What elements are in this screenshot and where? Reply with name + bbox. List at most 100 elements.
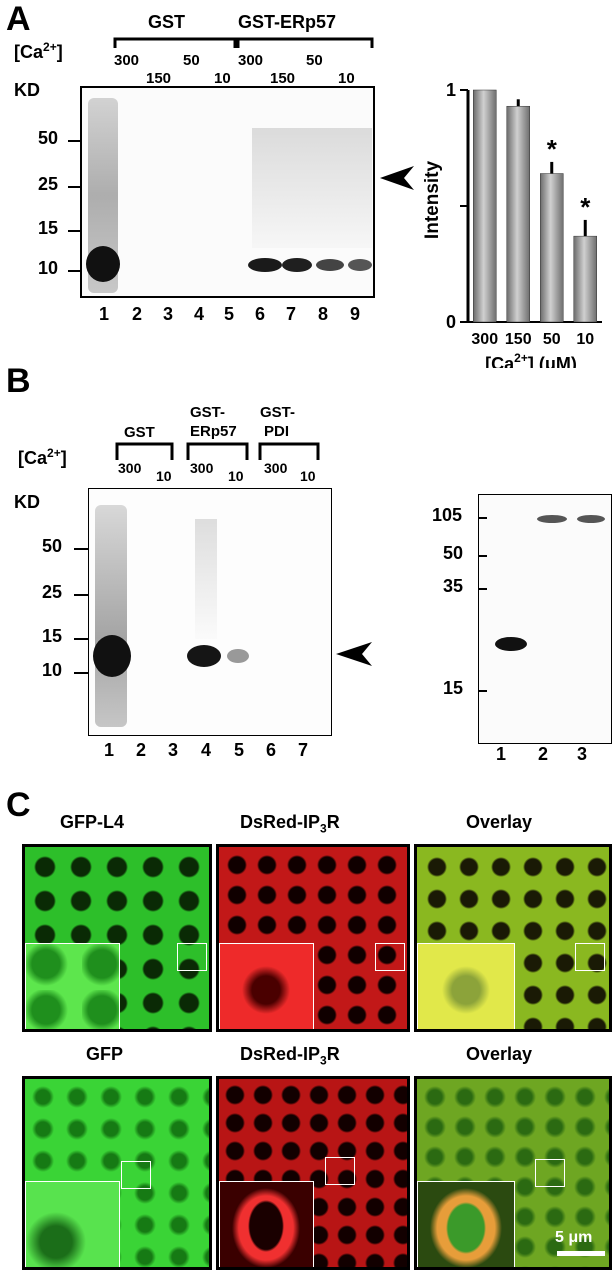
b-lane-1: 1 [104, 740, 115, 760]
lane-2: 2 [132, 304, 143, 324]
panel-b-marker-15: 15 [42, 626, 63, 646]
c-row2-title-gfp: GFP [86, 1044, 124, 1064]
rg-lane-3: 3 [577, 744, 588, 764]
lane-4: 4 [194, 304, 205, 324]
panel-c-letter: C [6, 786, 31, 824]
b-lane1-smear [95, 505, 127, 727]
panel-b-group-pdi-line1: GST- [260, 404, 296, 421]
panel-a-conc-50-gst: 50 [183, 52, 200, 69]
panel-a-kd-label: KD [14, 80, 40, 100]
c-row1-dsred-image [216, 844, 410, 1032]
lane-6: 6 [255, 304, 266, 324]
panel-b-conc-10-pdi: 10 [300, 468, 316, 484]
x-tick-label-150: 150 [505, 331, 532, 348]
lane-7: 7 [286, 304, 297, 324]
c-row2-gfp-inset [25, 1181, 120, 1267]
panel-a-conc-10-gst: 10 [214, 70, 231, 87]
panel-b-group-erp-line2: ERp57 [190, 423, 237, 440]
x-tick-label-10: 10 [576, 331, 594, 348]
significance-star-10: * [580, 192, 591, 222]
b-lane-6: 6 [266, 740, 277, 760]
c-row1-overlay-zoom-box [575, 943, 605, 971]
lane-1: 1 [99, 304, 110, 324]
lane-5: 5 [224, 304, 235, 324]
b-lane4-band [187, 645, 221, 667]
c-row2-overlay-zoom-box [535, 1159, 565, 1187]
b-lane-2: 2 [136, 740, 147, 760]
c-row2-overlay-image: 5 μm [414, 1076, 612, 1270]
c-row1-title-dsred: DsRed-IP3R [240, 812, 340, 836]
panel-b-marker-50: 50 [42, 536, 63, 556]
b-lane-3: 3 [168, 740, 179, 760]
c-row1-gfp-zoom-box [177, 943, 207, 971]
x-axis-label: [Ca2+] (μM) [485, 351, 577, 368]
lane-3: 3 [163, 304, 174, 324]
bar-10 [573, 235, 597, 323]
lane6-band [248, 258, 282, 272]
panel-a-marker-10: 10 [38, 258, 59, 278]
c-row1-title-gfp-l4: GFP-L4 [60, 812, 125, 832]
c-row2-title-dsred: DsRed-IP3R [240, 1044, 340, 1068]
bar-50 [540, 173, 564, 323]
panel-b-ca-label: [Ca2+] [18, 446, 67, 468]
panel-b-group-erp-line1: GST- [190, 404, 226, 421]
panel-b-conc-300-gst: 300 [118, 460, 142, 476]
panel-a-ca-label: [Ca2+] [14, 40, 63, 62]
rg-lane-2: 2 [538, 744, 549, 764]
c-row2-dsred-image [216, 1076, 410, 1270]
panel-a-intensity-bar-chart: 0 1 Intensity 300 150 * 50 * 10 [Ca2+] (μM) [422, 80, 602, 368]
y-axis-label: Intensity [422, 161, 443, 240]
right-gel-ticks [479, 517, 487, 519]
panel-a-marker-15: 15 [38, 218, 59, 238]
c-row2-dsred-inset [219, 1181, 314, 1267]
rg-lane2-band [537, 515, 567, 523]
panel-a-arrowhead-icon [380, 166, 414, 190]
x-tick-label-50: 50 [543, 331, 561, 348]
panel-b-lane-numbers: 1 2 3 4 5 6 7 [98, 740, 338, 762]
panel-b-marker-25: 25 [42, 582, 63, 602]
bar-300 [473, 89, 497, 323]
panel-a-conc-150-gst: 150 [146, 70, 172, 87]
b-lane-5: 5 [234, 740, 245, 760]
panel-a-gel-blot [80, 86, 375, 298]
b-lane-4: 4 [201, 740, 212, 760]
panel-b-group-brackets [115, 442, 320, 460]
c-row1-dsred-zoom-box [375, 943, 405, 971]
y-tick-label: 1 [446, 80, 456, 100]
panel-b-arrowhead-icon [336, 642, 372, 666]
c-row2-gfp-zoom-box [121, 1161, 151, 1189]
lane1-band [86, 246, 120, 282]
c-row1-title-overlay: Overlay [466, 812, 533, 832]
panel-b-kd-label: KD [14, 492, 40, 512]
panel-b-right-marker-50: 50 [443, 543, 464, 563]
c-row2-gfp-image [22, 1076, 212, 1270]
c-row1-gfp-inset [25, 943, 120, 1029]
lane8-band [316, 259, 344, 271]
panel-b-conc-10-gst: 10 [156, 468, 172, 484]
rg-lane3-band [577, 515, 605, 523]
panel-b-gel-blot [88, 488, 332, 736]
panel-b-group-pdi-line2: PDI [264, 423, 290, 440]
panel-a-conc-150-erp: 150 [270, 70, 296, 87]
panel-a-group-brackets [113, 37, 374, 48]
panel-b-group-gst: GST [124, 424, 155, 441]
b-lane5-band [227, 649, 249, 663]
panel-a-group-gst: GST [148, 12, 186, 32]
x-tick-label-300: 300 [471, 331, 498, 348]
c-row2-overlay-inset [417, 1181, 515, 1267]
panel-b-right-lane-numbers: 1 2 3 [486, 744, 612, 766]
c-row1-dsred-inset [219, 943, 314, 1029]
panel-b-conc-10-erp: 10 [228, 468, 244, 484]
panel-b-right-marker-35: 35 [443, 576, 464, 596]
rg-lane-1: 1 [496, 744, 507, 764]
lane9-band [348, 259, 372, 271]
panel-a-conc-10-erp: 10 [338, 70, 355, 87]
panel-b-right-gel [478, 494, 612, 744]
panel-b-marker-10: 10 [42, 660, 63, 680]
c-row2-dsred-zoom-box [325, 1157, 355, 1185]
significance-star-50: * [547, 134, 558, 164]
panel-a-letter: A [6, 0, 31, 38]
c-row1-overlay-inset [417, 943, 515, 1029]
lane-8: 8 [318, 304, 329, 324]
panel-a-lane-numbers: 1 2 3 4 5 6 7 8 9 [92, 304, 372, 326]
